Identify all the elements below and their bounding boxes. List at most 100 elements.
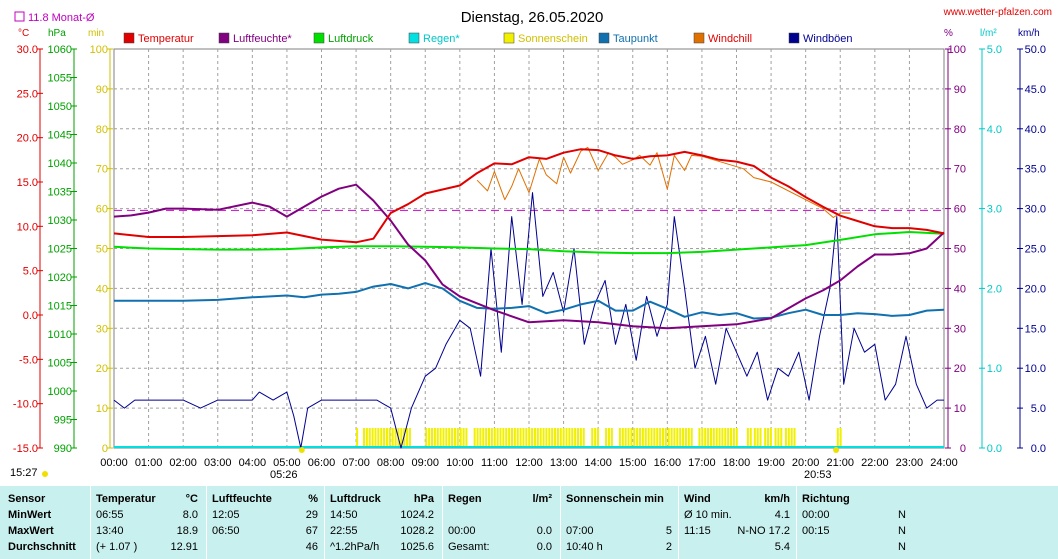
x-tick-label: 16:00	[654, 457, 682, 469]
table-cell: 1025.6	[400, 541, 434, 553]
sunshine-bar	[684, 428, 687, 448]
sunshine-bar	[735, 428, 738, 448]
sunshine-bar	[479, 428, 482, 448]
sunshine-bar	[780, 428, 783, 448]
series-line-taupunkt	[114, 282, 945, 320]
rain-tick-label: 2.0	[987, 283, 1002, 295]
legend-swatch	[788, 32, 800, 44]
sunshine-bar	[718, 428, 721, 448]
pressure-tick-label: 990	[54, 443, 72, 455]
table-cell: 12.91	[170, 541, 198, 553]
wind-tick-label: 35.0	[1025, 164, 1046, 176]
sunshine-bar	[502, 428, 505, 448]
x-tick-label: 22:00	[861, 457, 889, 469]
table-header-cell: %	[308, 493, 318, 505]
sunshine-bar	[425, 428, 428, 448]
sunrise-label: 05:26	[270, 469, 298, 481]
sunshine-bar	[577, 428, 580, 448]
sunshine-bar	[556, 428, 559, 448]
x-tick-label: 02:00	[169, 457, 197, 469]
humidity-tick-label: 20	[954, 363, 966, 375]
wind-tick-label: 40.0	[1025, 124, 1046, 136]
sunshine-bar	[383, 428, 386, 448]
pressure-tick-label: 995	[54, 415, 72, 427]
x-tick-label: 04:00	[239, 457, 267, 469]
rain-tick-label: 5.0	[987, 44, 1002, 56]
statistics-table: Sensor Temperatur °C Luftfeuchte% Luftdruck h…	[0, 486, 1058, 559]
pressure-tick-label: 1010	[48, 329, 72, 341]
legend-swatch	[598, 32, 610, 44]
sunshine-bar	[687, 428, 690, 448]
unit-humidity: %	[944, 28, 953, 39]
sunshine-bar	[462, 428, 465, 448]
table-divider	[560, 486, 561, 559]
sunshine-bar	[445, 428, 448, 448]
sunshine-bar	[661, 428, 664, 448]
sunshine-bar	[531, 428, 534, 448]
wind-tick-label: 5.0	[1031, 403, 1046, 415]
sunshine-bar	[451, 428, 454, 448]
sunshine-bar	[356, 428, 359, 448]
sunshine-bar	[403, 428, 406, 448]
sunshine-bar	[548, 428, 551, 448]
sunshine-bar	[630, 428, 633, 448]
x-tick-label: 07:00	[342, 457, 370, 469]
x-tick-label: 03:00	[204, 457, 232, 469]
sunshine-bar	[442, 428, 445, 448]
sunshine-bar	[545, 428, 548, 448]
table-cell: 06:55	[96, 509, 124, 521]
sunshine-bar	[749, 428, 752, 448]
sunshine-bar	[624, 428, 627, 448]
sunshine-bar	[764, 428, 767, 448]
temp-tick-label: 20.0	[17, 133, 38, 145]
sunshine-bar	[394, 428, 397, 448]
humidity-tick-label: 60	[954, 204, 966, 216]
temp-tick-label: 5.0	[23, 266, 38, 278]
legend-label: Taupunkt	[613, 33, 658, 45]
sunshine-bar	[596, 428, 599, 448]
table-cell: 2	[665, 541, 672, 553]
sunshine-bar	[525, 428, 528, 448]
sunshine-bar	[513, 428, 516, 448]
sunshine-bar	[522, 428, 525, 448]
table-header-cell: hPa	[413, 493, 434, 505]
sunshine-bar	[650, 428, 653, 448]
x-tick-label: 12:00	[515, 457, 543, 469]
sunshine-bar	[774, 428, 777, 448]
table-cell: MaxWert	[8, 525, 54, 537]
x-tick-label: 00:00	[100, 457, 128, 469]
sunshine-bar	[582, 428, 585, 448]
x-tick-label: 21:00	[826, 457, 854, 469]
sunshine-bar	[673, 428, 676, 448]
table-cell: N	[898, 541, 906, 553]
table-divider	[796, 486, 797, 559]
sunshine-bar	[488, 428, 491, 448]
sunshine-bar	[709, 428, 712, 448]
sunshine-bar	[704, 428, 707, 448]
pressure-tick-label: 1040	[48, 158, 72, 170]
table-header-cell: Richtung	[802, 493, 850, 505]
rain-tick-label: 4.0	[987, 124, 1002, 136]
chart-axes: 00:00 01:00 02:00 03:00 04:00 05:00 06:00 07:00…	[13, 44, 1046, 469]
sunshine-bar	[667, 428, 670, 448]
wind-tick-label: 30.0	[1025, 204, 1046, 216]
sunshine-bar	[368, 428, 371, 448]
sunshine-bar	[656, 428, 659, 448]
x-tick-label: 09:00	[411, 457, 439, 469]
plot-area	[42, 146, 945, 477]
sunshine-bar	[618, 428, 621, 448]
now-label: 15:27	[10, 467, 38, 479]
table-header-cell: °C	[185, 493, 198, 505]
sunshine-bar	[516, 428, 519, 448]
sunshine-bar	[839, 428, 842, 448]
humidity-tick-label: 90	[954, 84, 966, 96]
humidity-tick-label: 40	[954, 283, 966, 295]
table-cell: 18.9	[176, 525, 198, 537]
sunshine-bar	[528, 428, 531, 448]
table-cell: (+ 1.07 )	[96, 541, 138, 553]
sunshine-bar	[698, 428, 701, 448]
table-cell: 5	[665, 525, 672, 537]
sunshine-bar	[571, 428, 574, 448]
table-cell: 13:40	[96, 525, 124, 537]
sunrise-marker	[298, 447, 305, 453]
